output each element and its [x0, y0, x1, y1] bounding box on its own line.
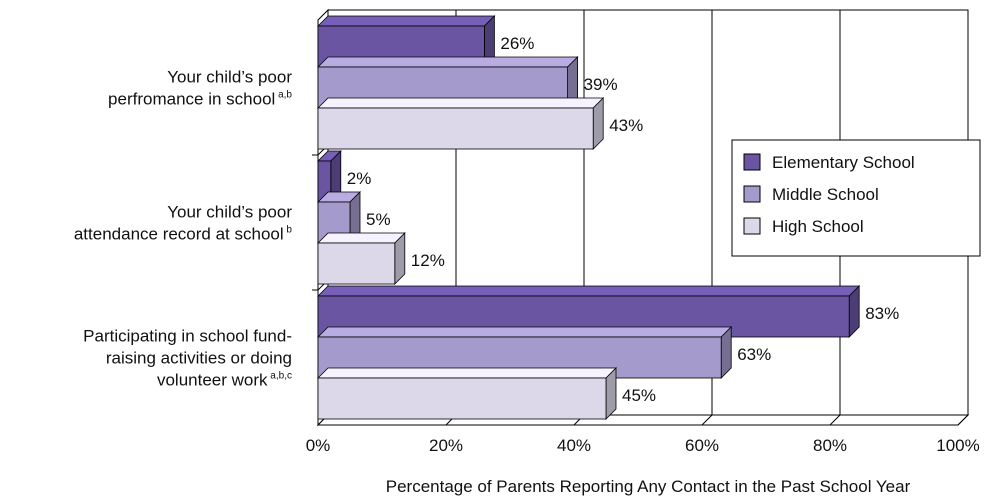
value-label: 26%: [500, 34, 534, 53]
bar-top: [317, 326, 733, 338]
bars: [317, 15, 861, 420]
value-label: 2%: [347, 169, 372, 188]
value-label: 63%: [737, 345, 771, 364]
bar-top: [317, 56, 579, 68]
bar-front: [317, 107, 594, 150]
value-label: 39%: [584, 75, 618, 94]
grid-line-floor: [701, 414, 713, 426]
x-tick-label: 0%: [306, 436, 331, 455]
bar-top: [317, 15, 496, 27]
legend: Elementary School Middle School High Schoo…: [731, 139, 981, 257]
bar: [317, 191, 361, 244]
x-tick-label: 60%: [685, 436, 719, 455]
value-label: 83%: [865, 304, 899, 323]
bar-front: [317, 377, 607, 420]
legend-item: Middle School: [743, 185, 879, 204]
bar-top: [317, 97, 605, 109]
value-label: 12%: [411, 251, 445, 270]
category-labels: Your child’s poor perfromance in school a…: [74, 68, 293, 390]
bar-top: [317, 232, 406, 244]
bar-top: [317, 367, 617, 379]
value-label: 43%: [609, 116, 643, 135]
bar-front: [317, 242, 396, 285]
legend-swatch: [743, 185, 761, 203]
grid-line-floor: [829, 414, 841, 426]
legend-swatch: [743, 217, 761, 235]
category-label: Your child’s poor attendance record at sc…: [74, 203, 293, 244]
grid-line-floor: [957, 414, 969, 426]
legend-box: [731, 139, 981, 257]
x-axis-title: Percentage of Parents Reporting Any Cont…: [386, 477, 911, 496]
legend-label: Elementary School: [772, 153, 915, 172]
bar: [317, 232, 406, 285]
legend-item: High School: [743, 217, 864, 236]
legend-swatch: [743, 153, 761, 171]
legend-item: Elementary School: [743, 153, 915, 172]
x-tick-label: 80%: [813, 436, 847, 455]
x-tick-label: 40%: [557, 436, 591, 455]
bar: [317, 367, 617, 420]
value-label: 45%: [622, 386, 656, 405]
value-labels: 26% 39% 43% 2% 5% 12% 83% 63% 45%: [347, 34, 899, 405]
category-label: Your child’s poor perfromance in school a…: [108, 68, 292, 109]
x-tick-label: 20%: [429, 436, 463, 455]
category-label: Participating in school fund-raising act…: [83, 327, 292, 390]
bar-top: [317, 285, 861, 297]
x-tick-labels: 0% 20% 40% 60% 80% 100%: [306, 436, 980, 455]
bar: [317, 97, 605, 150]
legend-label: Middle School: [772, 185, 879, 204]
x-tick-label: 100%: [936, 436, 979, 455]
legend-label: High School: [772, 217, 864, 236]
value-label: 5%: [366, 210, 391, 229]
